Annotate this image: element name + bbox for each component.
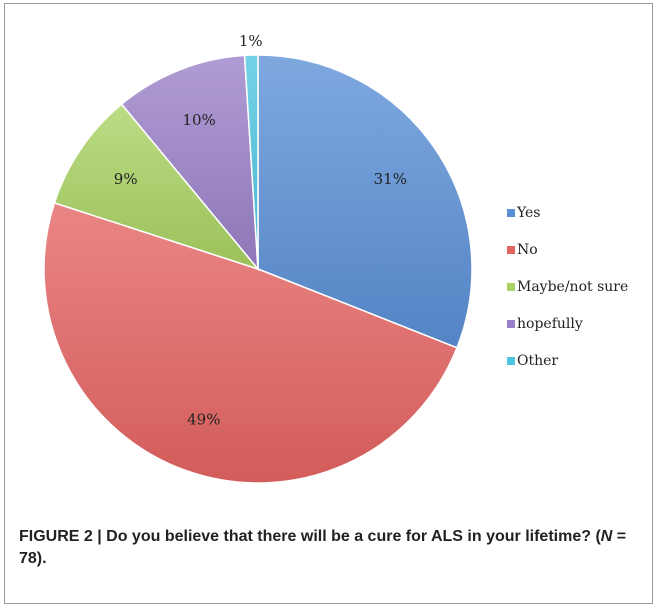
caption-n-value: = 78). [19,528,627,567]
caption-n-symbol: N [600,528,613,545]
pie-slice-maybe-not-sure [53,103,261,271]
figure-frame: 31% 49% 9% 10% 1% Yes No Maybe/not sure hopeful… [4,3,653,604]
legend-label-no: No [517,242,538,258]
pie-slice-yes [257,54,473,349]
pie-slice-hopefully [120,54,259,272]
caption-text: FIGURE 2 | Do you believe that there wil… [19,528,601,545]
legend-label-other: Other [517,353,558,369]
legend-swatch-hopefully [507,320,515,328]
legend-label-yes: Yes [516,205,541,221]
slice-label-no: 49% [187,411,220,429]
legend-swatch-no [507,246,515,254]
figure-caption: FIGURE 2 | Do you believe that there wil… [19,526,639,570]
slice-label-other: 1% [239,32,263,50]
legend-swatch-maybe-not-sure [507,283,515,291]
slice-label-hopefully: 10% [182,111,215,129]
pie-slice-no [43,201,458,484]
chart-legend: Yes No Maybe/not sure hopefully Other [507,205,628,369]
slice-label-maybe-not-sure: 9% [114,170,138,188]
pie-chart: 31% 49% 9% 10% 1% Yes No Maybe/not sure hopeful… [43,32,628,484]
legend-swatch-other [507,357,515,365]
pie-slice-other [243,54,259,270]
legend-swatch-yes [507,209,515,217]
legend-label-hopefully: hopefully [517,316,583,332]
slice-label-yes: 31% [374,170,407,188]
legend-label-maybe-not-sure: Maybe/not sure [517,279,628,295]
